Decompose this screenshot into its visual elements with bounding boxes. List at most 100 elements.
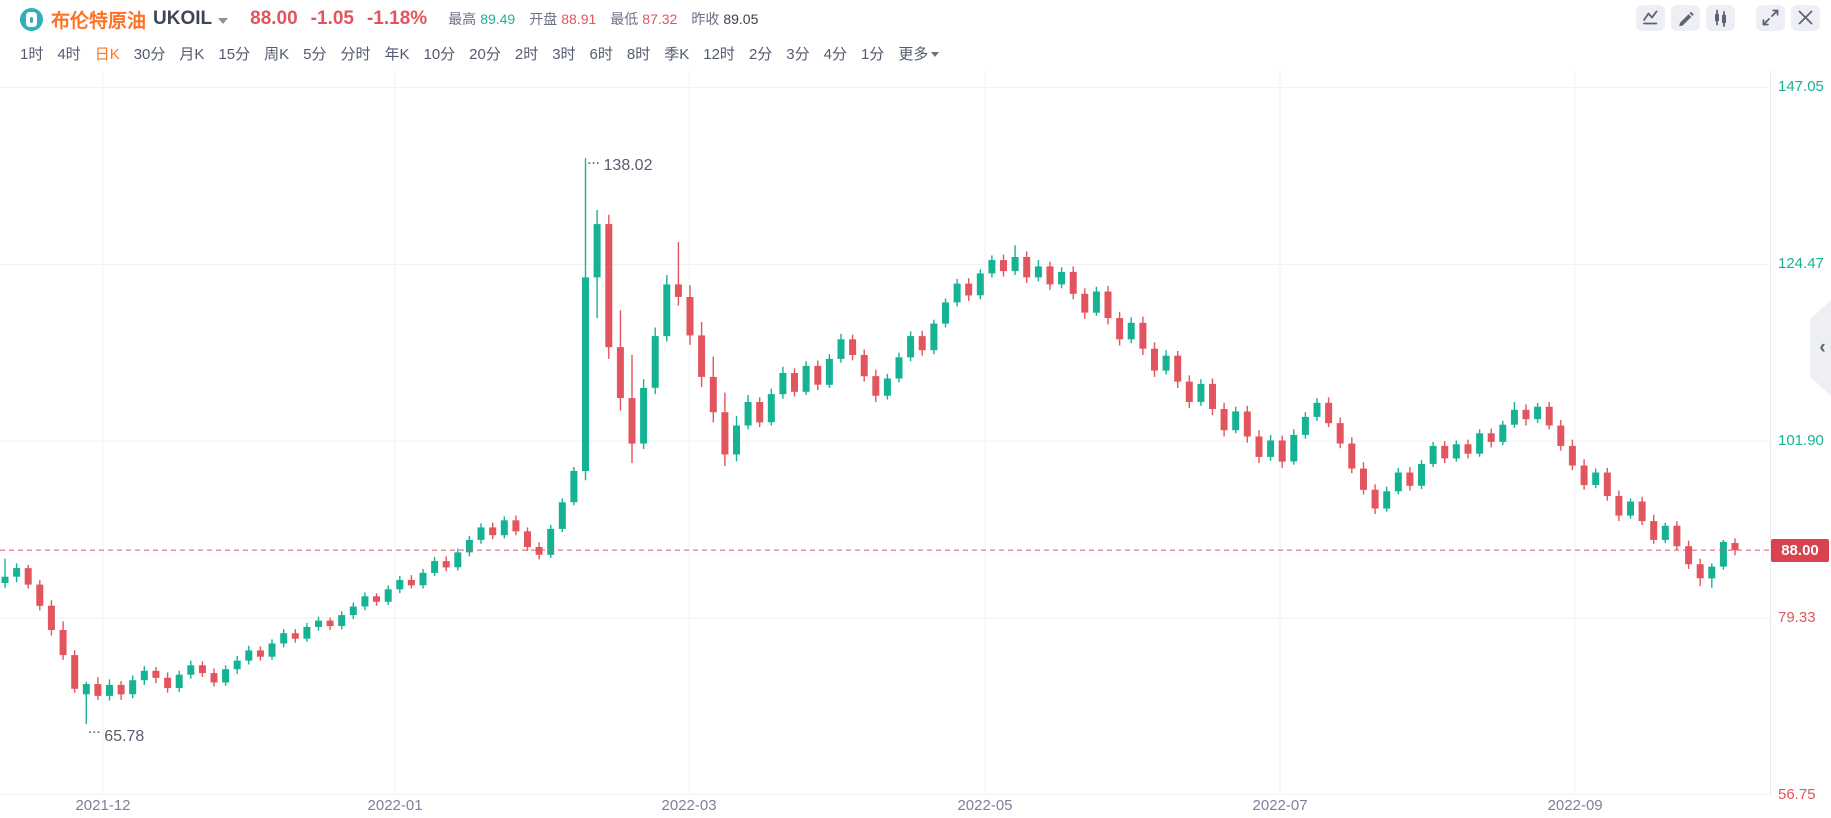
candle-body <box>129 680 137 695</box>
candle-body <box>616 347 624 398</box>
timeframe-tab-4[interactable]: 月K <box>179 45 205 63</box>
candle-body <box>59 630 67 656</box>
candle-body <box>1267 440 1275 457</box>
candlestick-chart[interactable]: 138.02 65.78 <box>0 70 1770 795</box>
candle-body <box>674 284 682 297</box>
draw-pencil-icon <box>1679 11 1694 27</box>
candle-body <box>1092 291 1100 313</box>
timeframe-tab-14[interactable]: 6时 <box>589 45 613 63</box>
timeframe-tab-7[interactable]: 5分 <box>303 45 327 63</box>
timeframe-tab-19[interactable]: 3分 <box>786 45 810 63</box>
area-chart-button[interactable] <box>1636 5 1665 31</box>
draw-pencil-button[interactable] <box>1671 5 1700 31</box>
candle-body <box>1592 472 1600 485</box>
candle-body <box>582 277 589 471</box>
candle-body <box>303 626 311 639</box>
candle-body <box>315 620 322 627</box>
last-price: 88.00 <box>250 8 298 29</box>
candlestick-button[interactable] <box>1706 5 1735 31</box>
timeframe-tab-3[interactable]: 30分 <box>133 45 166 63</box>
timeframe-tab-2[interactable]: 日K <box>94 45 120 63</box>
area-chart-icon <box>1643 10 1658 25</box>
candle-body <box>686 297 694 336</box>
symbol-dropdown-caret-icon[interactable] <box>218 17 229 24</box>
candle-body <box>1034 266 1042 278</box>
candle-body <box>431 561 439 573</box>
timeframe-tab-15[interactable]: 8时 <box>626 45 651 63</box>
candle-body <box>1708 566 1716 579</box>
y-axis-label: 101.90 <box>1778 432 1824 450</box>
candle-body <box>1209 383 1216 409</box>
chevron-left-icon: ‹ <box>1819 337 1826 358</box>
candle-body <box>175 674 183 688</box>
price-group: 88.00 -1.05 -1.18% <box>250 8 440 30</box>
candle-body <box>1290 434 1298 462</box>
timeframe-tab-18[interactable]: 2分 <box>748 45 773 63</box>
candle-body <box>698 335 706 377</box>
timeframe-tab-16[interactable]: 季K <box>664 45 690 63</box>
candle-body <box>1452 444 1460 459</box>
candle-body <box>1046 266 1054 285</box>
timeframe-tab-21[interactable]: 1分 <box>860 45 885 63</box>
candle-body <box>222 669 230 683</box>
candle-body <box>1174 355 1182 382</box>
candle-body <box>918 336 926 351</box>
candle-body <box>872 376 880 396</box>
timeframe-tab-9[interactable]: 年K <box>384 45 410 63</box>
candle-body <box>1603 472 1611 496</box>
candle-body <box>326 620 334 627</box>
candles <box>1 158 1739 725</box>
timeframe-tab-10[interactable]: 10分 <box>423 45 456 63</box>
timeframe-tab-12[interactable]: 2时 <box>514 45 539 63</box>
candle-body <box>744 402 752 426</box>
candle-body <box>907 336 915 358</box>
candle-body <box>1243 411 1251 437</box>
candle-body <box>1360 468 1367 490</box>
candle-body <box>976 273 984 296</box>
candle-body <box>524 531 531 547</box>
candle-body <box>1487 433 1495 442</box>
candle-body <box>47 605 55 630</box>
timeframe-tab-20[interactable]: 4分 <box>823 45 847 63</box>
x-axis-label: 2022-01 <box>367 797 423 814</box>
candle-body <box>1000 260 1007 272</box>
close-button[interactable] <box>1791 5 1820 31</box>
timeframe-tab-5[interactable]: 15分 <box>218 45 251 63</box>
candle-body <box>756 402 764 423</box>
candle-body <box>1162 355 1170 371</box>
candle-body <box>140 670 148 681</box>
timeframe-tab-11[interactable]: 20分 <box>469 45 501 63</box>
price-change: -1.05 <box>310 8 354 29</box>
candle-body <box>779 373 787 395</box>
candle-body <box>1232 411 1240 431</box>
candle-body <box>1104 291 1112 319</box>
candle-body <box>1499 424 1507 442</box>
candle-body <box>24 568 32 585</box>
candle-body <box>733 425 740 455</box>
candle-body <box>849 339 857 355</box>
timeframe-tab-1[interactable]: 4时 <box>57 45 81 63</box>
candle-body <box>152 670 160 678</box>
candle-body <box>1522 409 1530 420</box>
candle-body <box>860 355 868 377</box>
fullscreen-button[interactable] <box>1756 5 1785 31</box>
timeframe-tab-0[interactable]: 1时 <box>20 45 44 63</box>
candle-body <box>361 596 369 607</box>
timeframe-tab-8[interactable]: 分时 <box>340 45 371 63</box>
candle-body <box>291 633 299 639</box>
candle-body <box>1348 443 1356 469</box>
timeframe-tab-17[interactable]: 12时 <box>703 45 735 63</box>
candle-body <box>36 584 44 606</box>
candle-body <box>1185 381 1193 402</box>
candle-body <box>1301 416 1309 435</box>
candle-body <box>1313 402 1321 417</box>
y-axis-border <box>1770 70 1771 795</box>
timeframe-tab-6[interactable]: 周K <box>264 45 290 63</box>
timeframe-more-dropdown[interactable]: 更多 <box>898 43 940 64</box>
candle-body <box>1220 409 1228 431</box>
timeframe-tab-13[interactable]: 3时 <box>552 45 576 63</box>
candle-body <box>1255 436 1263 457</box>
candle-body <box>883 378 891 396</box>
candlestick-icon <box>1715 9 1726 27</box>
panel-collapse-button[interactable]: ‹ <box>1810 300 1831 396</box>
